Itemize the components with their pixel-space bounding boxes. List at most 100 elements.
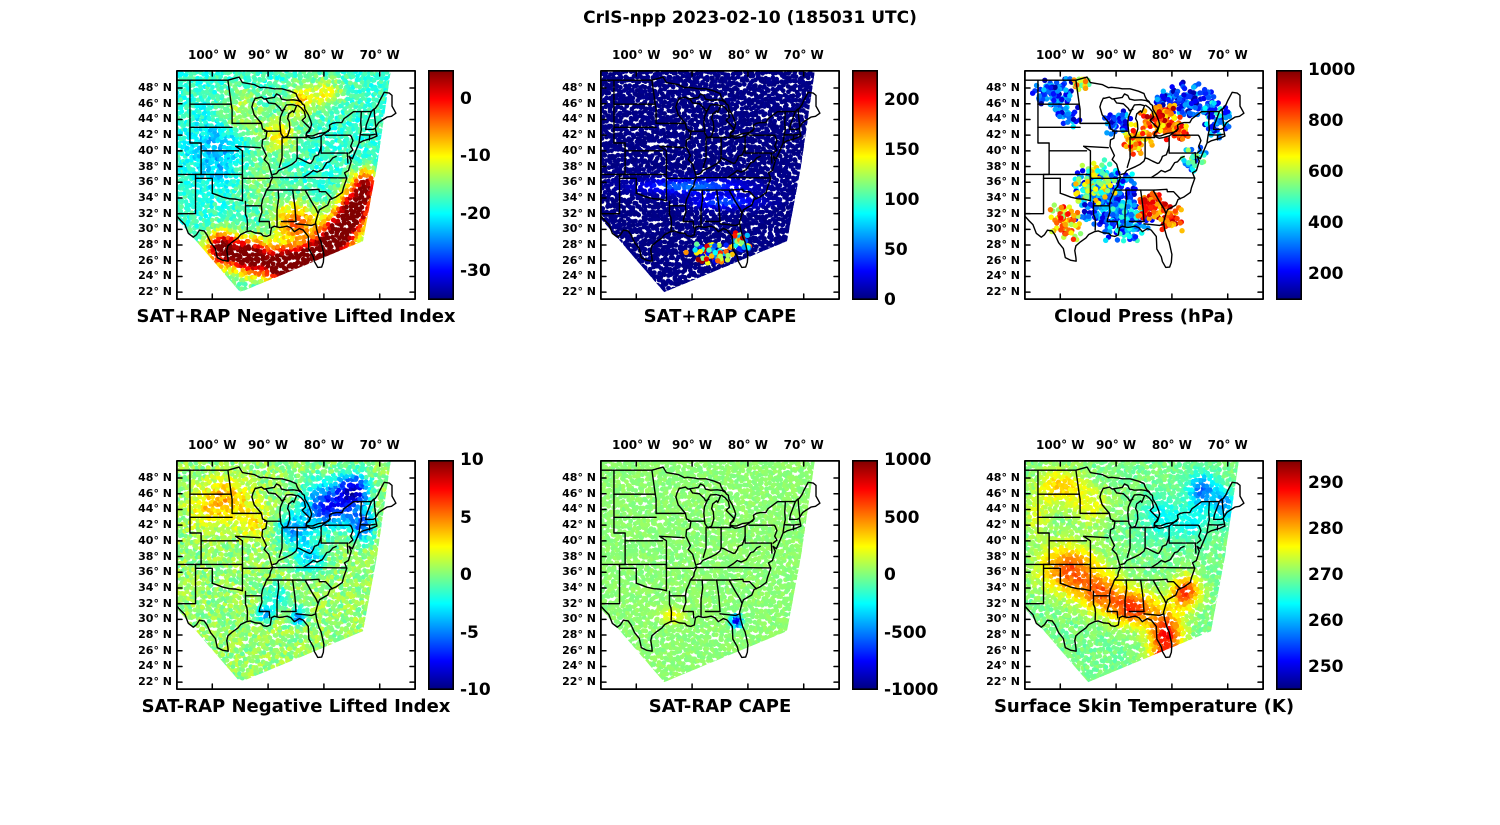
lon-tick-label: 70° W xyxy=(359,48,400,62)
lat-tick-label: 44° N xyxy=(562,112,596,126)
panel-title-sat_plus_rap_cape: SAT+RAP CAPE xyxy=(643,306,797,327)
colorbar-tick-label: 0 xyxy=(884,290,896,310)
lon-tick-label: 90° W xyxy=(248,48,289,62)
colorbar-tick-label: 200 xyxy=(1308,264,1344,285)
lat-tick-label: 32° N xyxy=(986,596,1020,610)
lat-tick-label: 30° N xyxy=(986,222,1020,236)
lat-tick-label: 36° N xyxy=(138,565,172,579)
panel-sat_plus_rap_cape: 100° W 90° W 80° W 70° W 48° N 46° N 44° N 42° … xyxy=(538,44,962,374)
lat-tick-label: 48° N xyxy=(562,81,596,95)
panel-title-sat_minus_rap_nli: SAT-RAP Negative Lifted Index xyxy=(141,696,451,717)
colorbar-canvas-sat_plus_rap_nli xyxy=(428,70,454,300)
lat-tick-label: 40° N xyxy=(562,533,596,547)
lat-tick-label: 30° N xyxy=(562,222,596,236)
figure-title: CrIS-npp 2023-02-10 (185031 UTC) xyxy=(583,8,917,28)
lat-tick-label: 34° N xyxy=(986,190,1020,204)
lon-tick-label: 70° W xyxy=(783,48,824,62)
lat-tick-label: 48° N xyxy=(986,81,1020,95)
lat-tick-label: 34° N xyxy=(986,580,1020,594)
lat-tick-label: 34° N xyxy=(138,190,172,204)
colorbar-tick-label: 0 xyxy=(884,565,896,585)
lon-tick-label: 80° W xyxy=(727,438,768,452)
lat-tick-label: 36° N xyxy=(986,565,1020,579)
lon-tick-label: 90° W xyxy=(672,48,713,62)
lat-tick-label: 48° N xyxy=(562,471,596,485)
lon-tick-label: 80° W xyxy=(303,438,344,452)
panel-sat_plus_rap_nli: 100° W 90° W 80° W 70° W 48° N 46° N 44° N 42° … xyxy=(114,44,538,374)
map-canvas-sat_minus_rap_nli xyxy=(176,460,416,690)
lat-tick-label: 30° N xyxy=(138,222,172,236)
lat-tick-label: 42° N xyxy=(138,518,172,532)
lon-tick-label: 100° W xyxy=(188,438,237,452)
lon-tick-label: 90° W xyxy=(1096,438,1137,452)
lat-tick-label: 22° N xyxy=(986,285,1020,299)
colorbar-tick-label: 400 xyxy=(1308,213,1344,234)
colorbar-tick-label: 200 xyxy=(884,90,920,110)
lat-tick-label: 40° N xyxy=(986,143,1020,157)
lat-tick-label: 46° N xyxy=(138,96,172,110)
lat-tick-label: 48° N xyxy=(138,81,172,95)
colorbar-tick-label: 100 xyxy=(884,190,920,210)
lon-tick-label: 90° W xyxy=(672,438,713,452)
lat-tick-label: 40° N xyxy=(562,143,596,157)
lat-tick-label: 24° N xyxy=(138,659,172,673)
colorbar-tick-label: -20 xyxy=(460,203,491,224)
lon-tick-label: 70° W xyxy=(1207,48,1248,62)
colorbar-tick-label: -1000 xyxy=(884,680,939,700)
panel-row-top: 100° W 90° W 80° W 70° W 48° N 46° N 44° N 42° … xyxy=(114,44,1386,374)
lat-tick-label: 28° N xyxy=(986,238,1020,252)
lat-tick-label: 36° N xyxy=(986,175,1020,189)
lat-tick-label: 44° N xyxy=(562,502,596,516)
map-canvas-sat_plus_rap_cape xyxy=(600,70,840,300)
panel-title-sat_minus_rap_cape: SAT-RAP CAPE xyxy=(648,696,792,717)
colorbar-tick-label: -10 xyxy=(460,146,491,167)
lat-tick-label: 38° N xyxy=(138,159,172,173)
lat-tick-label: 46° N xyxy=(562,486,596,500)
lon-tick-label: 80° W xyxy=(1151,438,1192,452)
lat-tick-label: 22° N xyxy=(562,675,596,689)
colorbar-canvas-cloud_press xyxy=(1276,70,1302,300)
map-canvas-sat_minus_rap_cape xyxy=(600,460,840,690)
lon-tick-label: 100° W xyxy=(188,48,237,62)
lat-tick-label: 32° N xyxy=(986,206,1020,220)
colorbar-tick-label: 50 xyxy=(884,240,908,260)
lat-tick-label: 38° N xyxy=(562,159,596,173)
lon-tick-label: 70° W xyxy=(1207,438,1248,452)
lon-tick-label: 80° W xyxy=(303,48,344,62)
colorbar-tick-label: 0 xyxy=(460,565,472,585)
lat-tick-label: 28° N xyxy=(562,628,596,642)
lat-tick-label: 38° N xyxy=(986,159,1020,173)
lat-tick-label: 24° N xyxy=(138,269,172,283)
lat-tick-label: 44° N xyxy=(986,112,1020,126)
colorbar-tick-label: 270 xyxy=(1308,565,1344,585)
lat-tick-label: 28° N xyxy=(562,238,596,252)
lat-tick-label: 26° N xyxy=(138,643,172,657)
lat-tick-label: 24° N xyxy=(986,659,1020,673)
panel-sat_minus_rap_cape: 100° W 90° W 80° W 70° W 48° N 46° N 44° N 42° … xyxy=(538,434,962,764)
lat-tick-label: 42° N xyxy=(562,518,596,532)
lat-tick-label: 36° N xyxy=(562,565,596,579)
colorbar-tick-label: -5 xyxy=(460,622,479,643)
map-canvas-surface_skin_temp xyxy=(1024,460,1264,690)
lat-tick-label: 26° N xyxy=(986,643,1020,657)
colorbar-tick-label: 280 xyxy=(1308,519,1344,539)
colorbar-canvas-surface_skin_temp xyxy=(1276,460,1302,690)
lat-tick-label: 46° N xyxy=(138,486,172,500)
lat-tick-label: 40° N xyxy=(138,533,172,547)
lat-tick-label: 38° N xyxy=(562,549,596,563)
colorbar-tick-label: 500 xyxy=(884,507,920,528)
panel-title-sat_plus_rap_nli: SAT+RAP Negative Lifted Index xyxy=(136,306,456,327)
lat-tick-label: 36° N xyxy=(138,175,172,189)
lat-tick-label: 26° N xyxy=(562,643,596,657)
lat-tick-label: 44° N xyxy=(986,502,1020,516)
colorbar-tick-label: 250 xyxy=(1308,657,1344,677)
lon-tick-label: 100° W xyxy=(612,48,661,62)
colorbar-tick-label: 150 xyxy=(884,140,920,160)
colorbar-tick-label: -10 xyxy=(460,680,491,700)
lat-tick-label: 24° N xyxy=(562,269,596,283)
lat-tick-label: 26° N xyxy=(138,253,172,267)
lat-tick-label: 22° N xyxy=(138,285,172,299)
lat-tick-label: 36° N xyxy=(562,175,596,189)
lat-tick-label: 22° N xyxy=(138,675,172,689)
lat-tick-label: 30° N xyxy=(138,612,172,626)
